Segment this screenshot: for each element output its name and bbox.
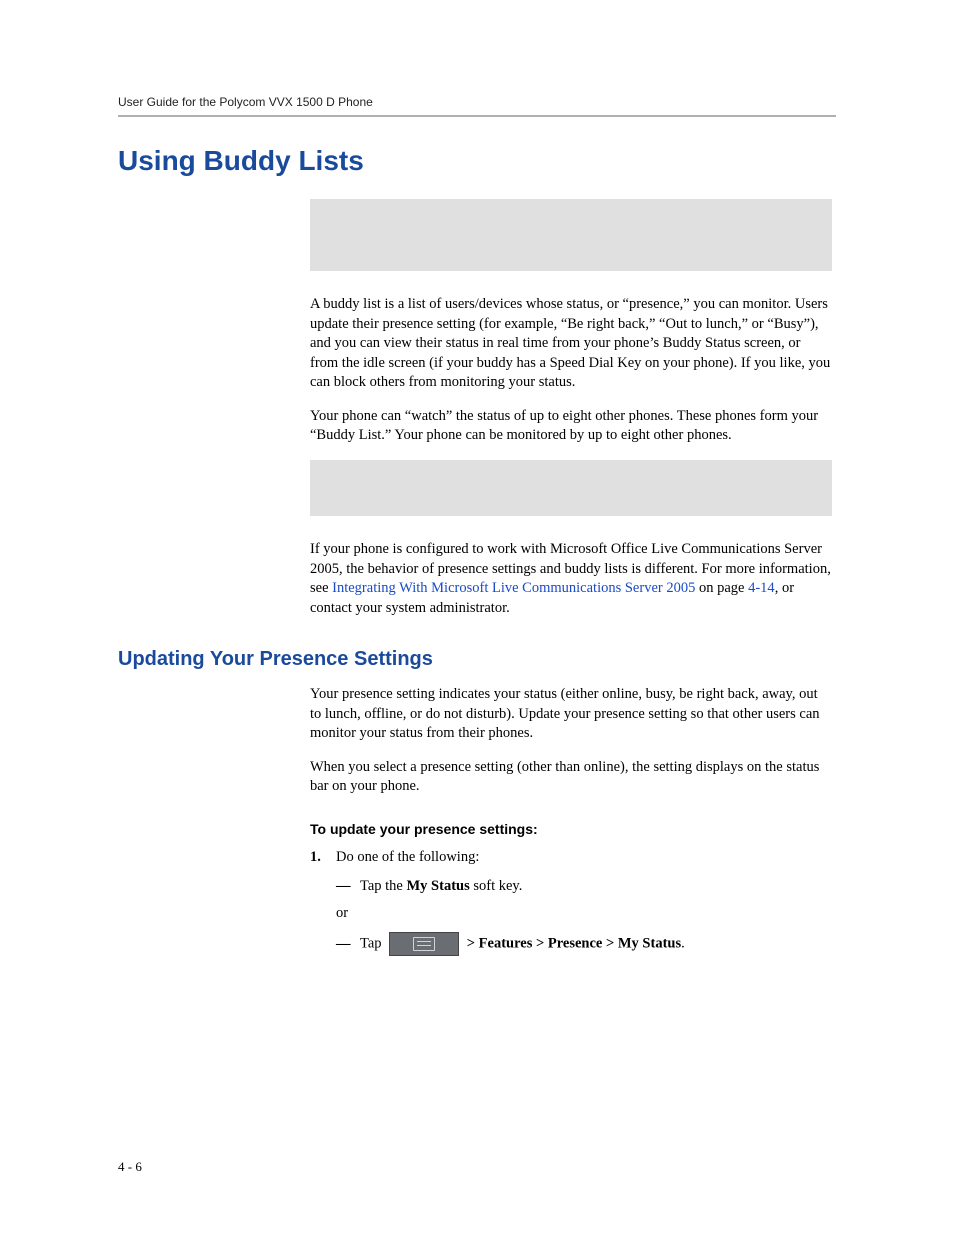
note-placeholder-1 [310, 199, 832, 271]
or-text: or [336, 905, 832, 922]
running-header: User Guide for the Polycom VVX 1500 D Ph… [118, 95, 836, 109]
bullet-my-status-softkey: — Tap the My Status soft key. [336, 878, 832, 895]
paragraph-presence-statusbar: When you select a presence setting (othe… [310, 758, 832, 797]
presence-text-column: Your presence setting indicates your sta… [310, 685, 832, 956]
bullet2-pre: Tap [360, 935, 385, 951]
paragraph-watch: Your phone can “watch” the status of up … [310, 407, 832, 446]
heading-using-buddy-lists: Using Buddy Lists [118, 145, 836, 177]
bullet-tap-menu-path: — Tap > Features > Presence > My Status. [336, 932, 832, 956]
bullet2-bold: > Features > Presence > My Status [463, 935, 681, 951]
link-ms-live-comm[interactable]: Integrating With Microsoft Live Communic… [332, 580, 695, 596]
step-1: 1. Do one of the following: [310, 849, 832, 866]
dash-icon: — [336, 878, 360, 895]
bullet1-post: soft key. [470, 878, 523, 894]
heading-updating-presence: Updating Your Presence Settings [118, 648, 836, 671]
bullet1-bold: My Status [407, 878, 470, 894]
paragraph-presence-intro: Your presence setting indicates your sta… [310, 685, 832, 744]
paragraph-intro: A buddy list is a list of users/devices … [310, 295, 832, 393]
bullet2-post: . [681, 935, 685, 951]
step-1-number: 1. [310, 849, 336, 866]
menu-list-icon [413, 937, 435, 951]
subhead-to-update: To update your presence settings: [310, 821, 832, 837]
note-placeholder-2 [310, 460, 832, 516]
page-number: 4 - 6 [118, 1159, 142, 1175]
main-text-column: A buddy list is a list of users/devices … [310, 199, 832, 618]
header-rule [118, 115, 836, 117]
bullet1-pre: Tap the [360, 878, 407, 894]
step-1-text: Do one of the following: [336, 849, 479, 866]
bullet-1-text: Tap the My Status soft key. [360, 878, 522, 895]
link-page-ref[interactable]: 4-14 [748, 580, 775, 596]
menu-button-icon [389, 932, 459, 956]
bullet-2-text: Tap > Features > Presence > My Status. [360, 932, 685, 956]
dash-icon: — [336, 936, 360, 953]
paragraph-ms-live: If your phone is configured to work with… [310, 540, 832, 618]
para3-mid: on page [695, 580, 748, 596]
page: User Guide for the Polycom VVX 1500 D Ph… [0, 0, 954, 1235]
